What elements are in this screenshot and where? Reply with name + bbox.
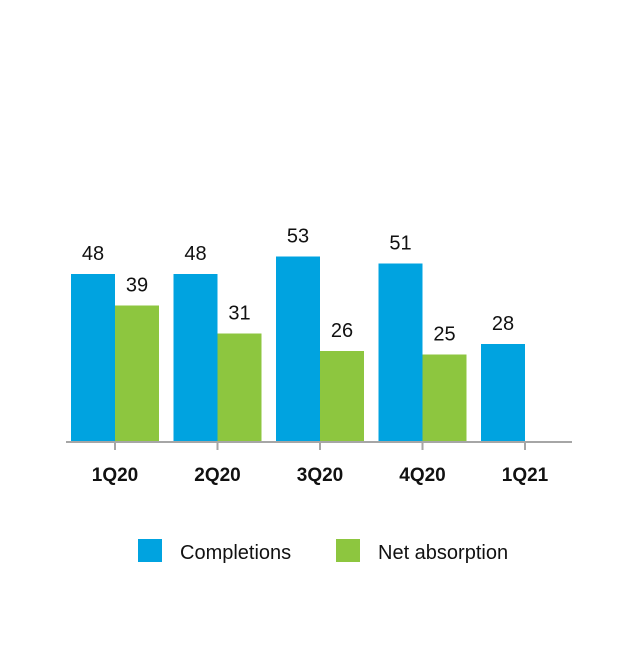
value-label-net-absorption-3q20: 26 [331,320,353,342]
bar-completions-2q20 [173,274,218,442]
value-label-net-absorption-2q20: 31 [228,303,250,325]
x-axis-ticks-layer: 1Q20 2Q20 3Q20 4Q20 1Q21 [92,442,549,486]
legend-label-completions: Completions [180,542,291,564]
legend: Completions Net absorption [138,539,508,564]
bars-layer [71,256,525,442]
value-label-completions-1q21: 28 [492,313,514,335]
x-tick-label-2q20: 2Q20 [194,465,240,486]
legend-label-net-absorption: Net absorption [378,542,508,564]
value-label-completions-2q20: 48 [184,243,206,265]
bar-net-absorption-1q20 [115,305,159,442]
bar-net-absorption-4q20 [422,354,467,442]
legend-swatch-net-absorption [336,539,360,562]
bar-completions-1q21 [481,344,525,442]
value-label-completions-4q20: 51 [389,233,411,255]
x-tick-label-1q20: 1Q20 [92,465,138,486]
bar-net-absorption-2q20 [217,333,262,442]
x-tick-label-4q20: 4Q20 [399,465,445,486]
bar-completions-1q20 [71,274,115,442]
bar-completions-3q20 [276,256,320,442]
x-tick-label-3q20: 3Q20 [297,465,343,486]
bar-net-absorption-3q20 [320,351,364,442]
bar-completions-4q20 [378,263,423,442]
value-label-net-absorption-1q20: 39 [126,275,148,297]
value-labels-layer: 48 39 48 31 53 26 51 25 28 [82,226,514,346]
legend-swatch-completions [138,539,162,562]
value-label-completions-1q20: 48 [82,243,104,265]
x-tick-label-1q21: 1Q21 [502,465,549,486]
value-label-completions-3q20: 53 [287,226,309,248]
value-label-net-absorption-4q20: 25 [433,324,455,346]
